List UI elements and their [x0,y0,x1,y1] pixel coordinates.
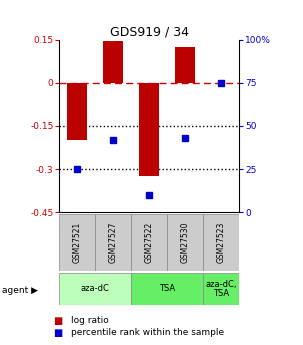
Text: ■: ■ [53,328,62,338]
Text: percentile rank within the sample: percentile rank within the sample [71,328,224,337]
Bar [131,273,203,305]
Text: GSM27527: GSM27527 [109,222,118,263]
Bar [103,41,123,83]
Text: GSM27523: GSM27523 [217,222,226,263]
Text: GSM27522: GSM27522 [145,222,154,263]
Bar [203,214,239,271]
Text: agent ▶: agent ▶ [2,286,38,295]
Text: GSM27530: GSM27530 [181,221,190,263]
Bar [131,214,167,271]
Text: log ratio: log ratio [71,316,109,325]
Text: TSA: TSA [159,284,175,294]
Text: aza-dC: aza-dC [81,284,110,294]
Title: GDS919 / 34: GDS919 / 34 [110,26,189,39]
Text: aza-dC,
TSA: aza-dC, TSA [206,279,237,298]
Bar [59,273,131,305]
Text: ■: ■ [53,316,62,326]
Bar [67,83,87,140]
Text: GSM27521: GSM27521 [73,222,82,263]
Bar [175,47,195,83]
Bar [203,273,239,305]
Bar [59,214,95,271]
Bar [167,214,203,271]
Bar [95,214,131,271]
Bar [139,83,159,176]
